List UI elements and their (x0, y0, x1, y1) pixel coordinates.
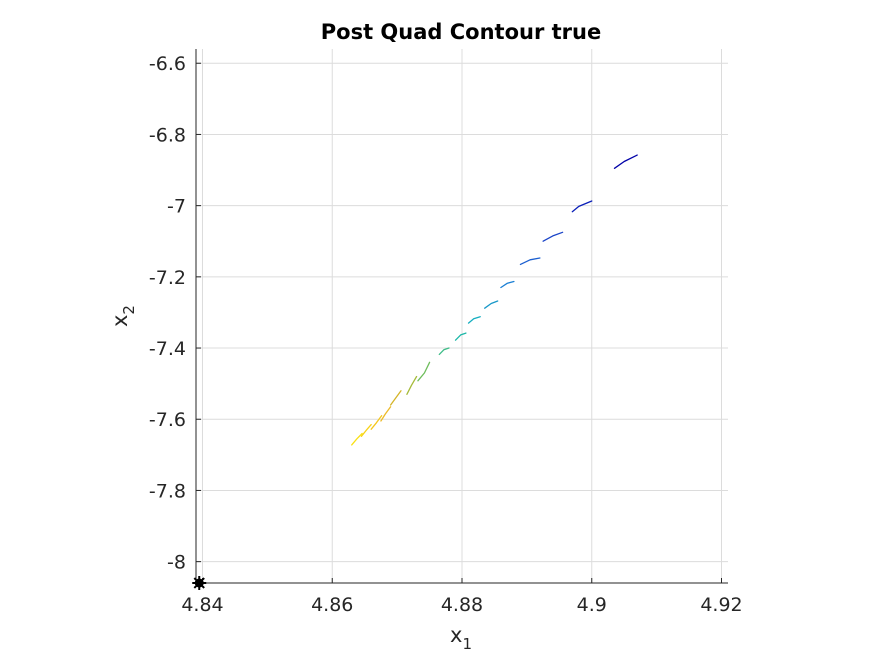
start-marker-spoke (193, 577, 205, 589)
y-tick-label: -7.6 (149, 409, 186, 431)
ticks: 4.84 4.86 4.88 4.9 4.92 -6.6 -6.8 -7 -7.2 -7.4 -7.… (149, 53, 743, 616)
contour-series-line (438, 347, 450, 356)
contour-series-line (542, 231, 564, 242)
grid (196, 49, 728, 583)
contour-series-line (406, 375, 418, 395)
start-marker (192, 576, 207, 590)
x-tick-label: 4.9 (577, 594, 607, 616)
y-tick-label: -8 (167, 552, 186, 574)
x-axis-label: x1 (450, 623, 472, 653)
x-axis-label-main: x (450, 623, 462, 647)
contour-series-line (571, 200, 593, 213)
contour-series-line (467, 316, 481, 324)
contour-series-line (370, 415, 383, 430)
x-tick-label: 4.84 (181, 594, 223, 616)
contour-series-line (389, 390, 402, 406)
contour-series-line (484, 300, 499, 309)
y-tick-label: -7 (167, 196, 186, 218)
markers (192, 576, 207, 590)
y-axis-label: x2 (108, 305, 138, 327)
y-tick-label: -7.8 (149, 480, 186, 502)
x-tick-label: 4.92 (700, 594, 742, 616)
y-axis-label-main: x (108, 315, 132, 327)
y-tick-label: -7.4 (149, 338, 186, 360)
contour-series-line (380, 406, 392, 422)
chart-title: Post Quad Contour true (321, 20, 601, 44)
y-tick-label: -6.8 (149, 124, 186, 146)
contour-series-line (500, 280, 515, 289)
x-tick-label: 4.86 (311, 594, 353, 616)
plot-area (351, 154, 638, 446)
contour-series-line (360, 423, 372, 437)
x-axis-label-sub: 1 (462, 635, 472, 653)
y-axis-label-sub: 2 (120, 305, 138, 315)
y-tick-label: -6.6 (149, 53, 186, 75)
contour-series-line (351, 432, 363, 446)
contour-series-line (417, 361, 431, 382)
contour-series-line (519, 257, 541, 266)
contour-series-line (454, 332, 467, 341)
x-tick-label: 4.88 (441, 594, 483, 616)
y-tick-label: -7.2 (149, 267, 186, 289)
contour-series-line (613, 154, 638, 169)
